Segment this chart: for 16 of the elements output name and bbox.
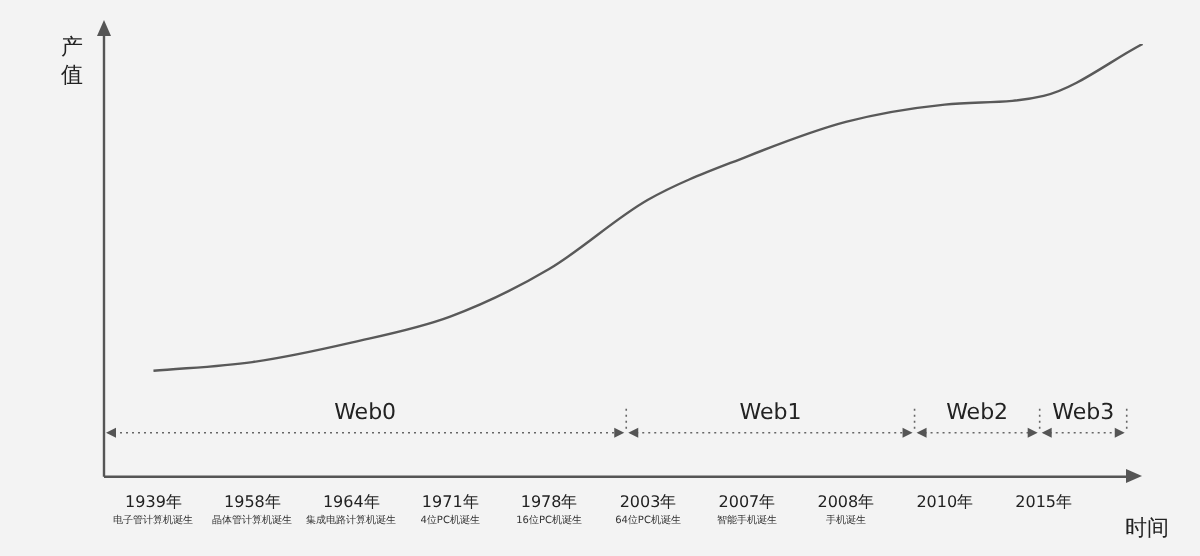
y-axis-title: 产值 xyxy=(61,33,83,88)
x-tick-label: 2010年 xyxy=(916,492,974,511)
x-tick-label: 2015年 xyxy=(1015,492,1072,511)
annotation: Web1 xyxy=(739,398,802,425)
x-tick-label: 1939年 xyxy=(125,492,182,511)
x-tick-label: 1964年 xyxy=(322,492,380,511)
x-tick-label: 2008年 xyxy=(817,492,875,511)
x-tick-label: 2007年 xyxy=(718,492,776,511)
annotation: Web0 xyxy=(334,398,397,425)
x-tick-label: 2003年 xyxy=(619,492,677,511)
x-tick-label: 1978年 xyxy=(520,492,578,511)
x-tick-label: 1958年 xyxy=(224,492,281,511)
x-tick-label: 1971年 xyxy=(421,492,479,511)
annotation: Web3 xyxy=(1052,398,1115,425)
x-axis-title: 时间 xyxy=(1124,514,1169,541)
annotation: Web2 xyxy=(946,398,1009,425)
